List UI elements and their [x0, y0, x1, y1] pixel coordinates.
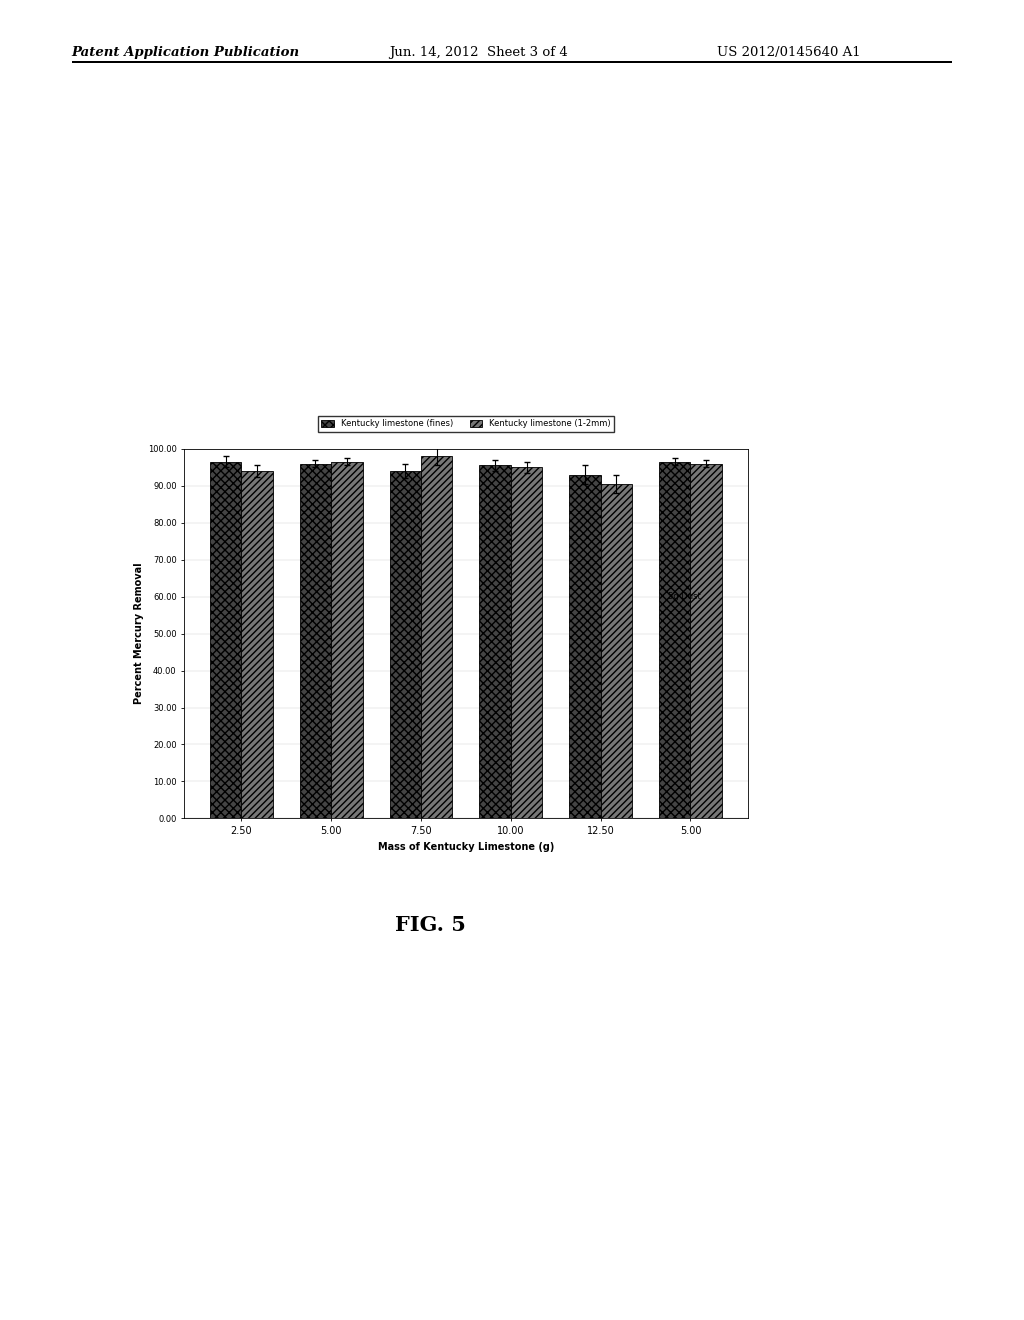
Bar — [659, 462, 690, 818]
Bar — [569, 475, 601, 818]
Text: Jun. 14, 2012  Sheet 3 of 4: Jun. 14, 2012 Sheet 3 of 4 — [389, 46, 568, 59]
X-axis label: Mass of Kentucky Limestone (g): Mass of Kentucky Limestone (g) — [378, 842, 554, 851]
Bar — [331, 462, 362, 818]
Bar — [242, 471, 272, 818]
Bar — [479, 466, 511, 818]
Text: Patent Application Publication: Patent Application Publication — [72, 46, 300, 59]
Bar — [601, 484, 632, 818]
Text: 5g Dust: 5g Dust — [668, 593, 700, 601]
Y-axis label: Percent Mercury Removal: Percent Mercury Removal — [134, 562, 143, 705]
Text: US 2012/0145640 A1: US 2012/0145640 A1 — [717, 46, 860, 59]
Legend: Kentucky limestone (fines), Kentucky limestone (1-2mm): Kentucky limestone (fines), Kentucky lim… — [318, 416, 613, 432]
Bar — [300, 463, 331, 818]
Bar — [421, 457, 453, 818]
Bar — [511, 467, 543, 818]
Bar — [690, 463, 722, 818]
Text: FIG. 5: FIG. 5 — [394, 915, 466, 935]
Bar — [389, 471, 421, 818]
Bar — [210, 462, 242, 818]
